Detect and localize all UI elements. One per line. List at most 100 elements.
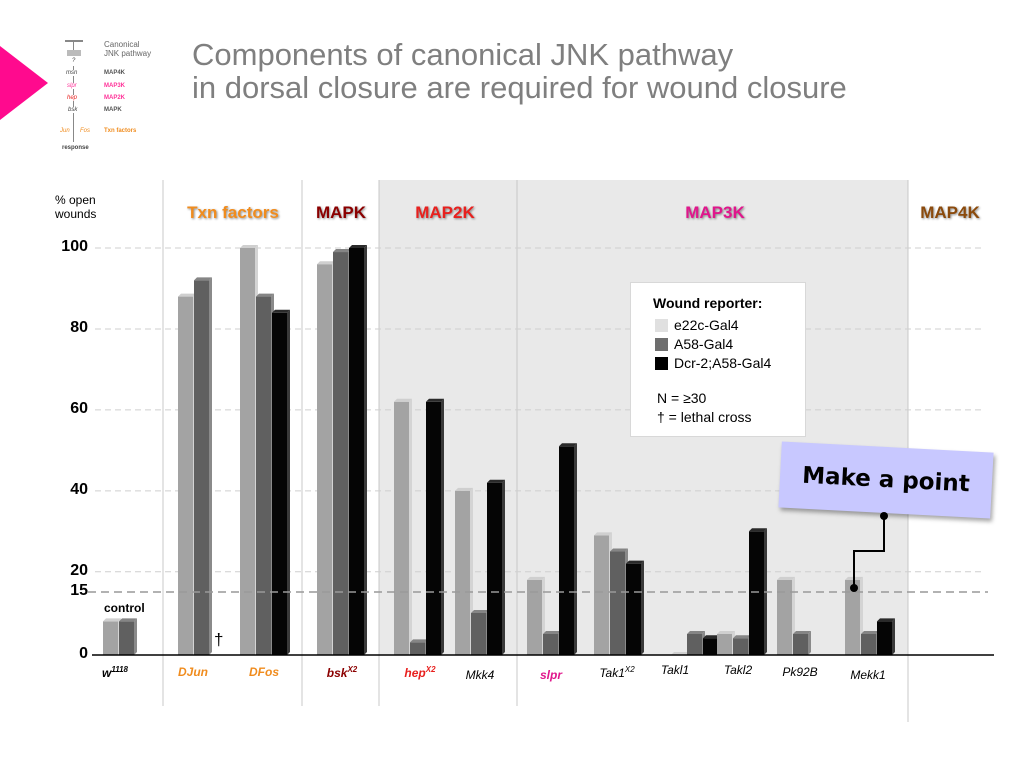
bar-side (808, 631, 811, 655)
pathway-label-map2k: MAP2K (104, 95, 126, 101)
legend-item-a58: A58-Gal4 (655, 336, 733, 354)
bar-top (861, 631, 879, 634)
make-a-point-callout: Make a point (778, 441, 994, 519)
x-label-w: w1118 (102, 665, 128, 680)
bar-hep-a58-gal4 (410, 639, 428, 655)
bar-top (471, 610, 489, 613)
bar-top (733, 635, 751, 639)
pathway-label-map4k: MAP4K (104, 70, 126, 76)
pathway-node-fos: Fos (80, 128, 91, 134)
bar-front (317, 264, 332, 655)
x-label-takl2: Takl2 (723, 663, 753, 677)
y-tick-label: 20 (70, 561, 88, 579)
group-label-map3k: MAP3K (685, 203, 745, 222)
lethal-cross-marker: † (214, 630, 224, 649)
x-label-tak1: Tak1X2 (599, 665, 635, 680)
x-label-djun: DJun (178, 665, 208, 679)
bar-side (502, 479, 505, 655)
bar-front (610, 551, 625, 655)
bar-top (178, 293, 196, 297)
bar-takl2-a58-gal4 (733, 635, 751, 655)
y-axis-label: % open wounds (55, 193, 97, 221)
pathway-node-bsk: bsk (68, 107, 78, 113)
group-label-mapk: MAPK (315, 203, 367, 222)
bar-top (610, 548, 628, 552)
bar-front (626, 563, 641, 655)
bar-front (471, 613, 486, 655)
bar-side (441, 398, 444, 655)
bar-front (394, 401, 409, 655)
bar-slpr-a58-gal4 (543, 631, 561, 655)
bar-top (103, 618, 121, 622)
bar-dfos-e22c-gal4 (240, 245, 258, 655)
y-tick-label: 0 (79, 645, 88, 662)
bar-hep-dcr-2-a58-gal4 (426, 398, 444, 655)
bar-side (409, 398, 412, 655)
bar-tak1-a58-gal4 (610, 548, 628, 655)
bar-front (272, 312, 287, 655)
bar-top (703, 635, 721, 639)
bar-top (793, 631, 811, 634)
bar-front (410, 642, 425, 655)
bar-tak1-dcr-2-a58-gal4 (626, 560, 644, 655)
bar-front (103, 621, 118, 655)
bar-front (487, 482, 502, 655)
bar-top (240, 245, 258, 248)
legend-lethal-note: † = lethal cross (657, 409, 752, 425)
bar-bsk-dcr-2-a58-gal4 (349, 245, 367, 655)
bar-side (209, 277, 212, 655)
receptor-bar-icon (65, 40, 83, 42)
legend-swatch (655, 319, 668, 332)
bar-bsk-e22c-gal4 (317, 261, 335, 655)
bar-front (119, 621, 134, 655)
legend-swatch (655, 338, 668, 351)
x-label-mekk1: Mekk1 (850, 668, 886, 682)
legend-sample-size: N = ≥30 (657, 390, 707, 406)
bar-slpr-e22c-gal4 (527, 576, 545, 655)
bar-top (487, 479, 505, 483)
x-label-takl1: Takl1 (660, 663, 690, 677)
bar-w-a58-gal4 (119, 618, 137, 655)
pathway-connector (73, 42, 74, 52)
bar-mkk4-a58-gal4 (471, 610, 489, 655)
pathway-node-unknown: ? (72, 58, 76, 64)
bar-top (194, 277, 212, 281)
bar-top (349, 245, 367, 248)
bar-front (349, 248, 364, 655)
bar-front (178, 296, 193, 655)
bar-front (717, 634, 732, 655)
bar-top (777, 576, 795, 580)
pathway-label-mapk: MAPK (104, 107, 122, 113)
bar-top (410, 639, 428, 643)
bar-mekk1-dcr-2-a58-gal4 (877, 618, 895, 655)
bar-mekk1-a58-gal4 (861, 631, 879, 655)
bar-top (426, 398, 444, 402)
bar-dfos-dcr-2-a58-gal4 (272, 309, 290, 655)
legend-swatch (655, 357, 668, 370)
bar-hep-e22c-gal4 (394, 398, 412, 655)
bar-front (333, 252, 348, 655)
bar-side (574, 443, 577, 655)
slide-accent-arrow (0, 46, 48, 120)
bar-side (287, 309, 290, 655)
x-label-bsk: bskX2 (326, 665, 358, 680)
bar-top (394, 398, 412, 402)
bar-top (543, 631, 561, 634)
bar-front (594, 535, 609, 655)
pathway-node-slpr: slpr (67, 83, 77, 89)
pathway-node-response: response (62, 145, 89, 151)
legend-title: Wound reporter: (653, 295, 763, 311)
bar-front (426, 401, 441, 655)
x-label-slpr: slpr (539, 668, 562, 682)
bar-mekk1-e22c-gal4 (845, 576, 863, 655)
bar-top (749, 528, 767, 532)
bar-top (455, 487, 473, 491)
bar-front (777, 579, 792, 655)
bar-top (877, 618, 895, 622)
group-label-txn-factors: Txn factors (187, 203, 279, 222)
y-tick-label: 40 (70, 480, 88, 498)
bar-front (687, 634, 702, 655)
bar-top (845, 576, 863, 580)
